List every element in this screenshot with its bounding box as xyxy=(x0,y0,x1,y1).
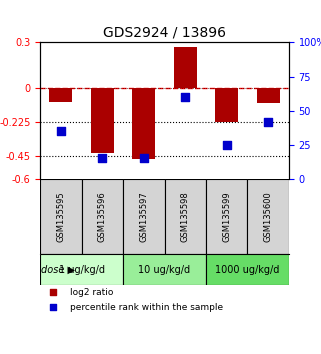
FancyBboxPatch shape xyxy=(165,179,206,255)
FancyBboxPatch shape xyxy=(40,179,82,255)
Bar xyxy=(215,88,238,122)
Point xyxy=(141,155,146,161)
Bar xyxy=(49,88,72,102)
Bar xyxy=(257,88,280,103)
Bar xyxy=(174,47,197,88)
Point xyxy=(50,290,55,295)
Point xyxy=(224,142,229,148)
Text: GSM135596: GSM135596 xyxy=(98,191,107,242)
FancyBboxPatch shape xyxy=(247,179,289,255)
Point xyxy=(50,305,55,310)
Point xyxy=(58,128,64,134)
Text: GSM135599: GSM135599 xyxy=(222,191,231,242)
Text: GSM135597: GSM135597 xyxy=(139,191,148,242)
Point xyxy=(183,94,188,100)
Point xyxy=(100,155,105,161)
Text: GSM135598: GSM135598 xyxy=(181,191,190,242)
Point xyxy=(265,119,271,124)
Text: dose ▶: dose ▶ xyxy=(41,265,75,275)
FancyBboxPatch shape xyxy=(82,179,123,255)
Text: 1 ug/kg/d: 1 ug/kg/d xyxy=(59,265,105,275)
Text: GSM135595: GSM135595 xyxy=(56,191,65,242)
Text: 1000 ug/kg/d: 1000 ug/kg/d xyxy=(215,265,280,275)
FancyBboxPatch shape xyxy=(123,179,165,255)
Title: GDS2924 / 13896: GDS2924 / 13896 xyxy=(103,26,226,40)
FancyBboxPatch shape xyxy=(206,255,289,285)
FancyBboxPatch shape xyxy=(123,255,206,285)
Text: 10 ug/kg/d: 10 ug/kg/d xyxy=(138,265,191,275)
FancyBboxPatch shape xyxy=(40,255,123,285)
Bar xyxy=(91,88,114,153)
Bar xyxy=(132,88,155,159)
Text: log2 ratio: log2 ratio xyxy=(70,288,113,297)
Text: percentile rank within the sample: percentile rank within the sample xyxy=(70,303,223,312)
FancyBboxPatch shape xyxy=(206,179,247,255)
Text: GSM135600: GSM135600 xyxy=(264,191,273,242)
